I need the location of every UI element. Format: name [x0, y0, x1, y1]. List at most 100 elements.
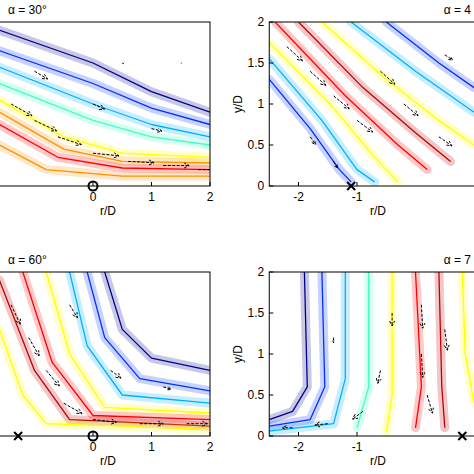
contour-line	[386, 272, 392, 432]
vector-arrow	[180, 62, 182, 63]
vector-arrow	[439, 137, 452, 146]
contour-band	[0, 329, 210, 429]
y-tick	[269, 395, 273, 396]
vector-arrow	[111, 370, 121, 378]
frame	[0, 272, 210, 436]
vector-arrow	[333, 338, 335, 343]
y-tick-label: 0	[258, 179, 265, 193]
contour-line	[0, 145, 210, 176]
y-tick	[269, 145, 273, 146]
frame	[269, 272, 474, 436]
plot-area	[0, 272, 210, 429]
x-tick-label: 1	[148, 440, 155, 454]
contour-line	[462, 272, 474, 403]
x-tick	[210, 182, 211, 186]
y-axis-label: y/D	[231, 345, 245, 363]
contour-line	[269, 272, 325, 426]
contour-band	[269, 272, 345, 431]
panel-title: α = 30°	[8, 3, 47, 17]
contour-band	[439, 272, 445, 428]
vector-arrow	[334, 161, 338, 168]
contour-band	[0, 145, 210, 176]
vector-arrow	[310, 137, 315, 145]
contour-line	[269, 272, 307, 420]
vector-arrow	[46, 370, 59, 386]
x-tick-label: -1	[352, 440, 363, 454]
x-tick	[298, 432, 299, 436]
vector-arrow	[122, 63, 123, 65]
contour-band	[357, 272, 369, 428]
x-tick	[151, 432, 152, 436]
contour-band	[269, 272, 307, 420]
vector-arrow	[353, 411, 363, 419]
vector-arrow	[70, 305, 78, 318]
y-tick-label: 0.5	[248, 388, 265, 402]
contour-line	[351, 22, 474, 112]
y-axis-label: y/D	[231, 95, 245, 113]
vector-arrow	[420, 305, 425, 328]
y-tick	[269, 186, 273, 187]
contour-line	[0, 329, 210, 429]
y-tick-label: 2	[258, 265, 265, 279]
frame	[269, 22, 474, 186]
vector-arrow	[163, 387, 171, 390]
x-tick-label: 1	[148, 190, 155, 204]
vector-arrow	[152, 128, 162, 132]
vector-arrow	[93, 104, 105, 110]
vector-arrow	[29, 338, 39, 356]
contour-line	[322, 22, 474, 145]
x-axis-label: r/D	[370, 204, 386, 218]
contour-band	[386, 272, 392, 432]
vector-arrow	[93, 419, 116, 424]
frame	[0, 22, 210, 186]
y-tick-label: 1	[258, 347, 265, 361]
y-tick	[269, 104, 273, 105]
vector-arrow	[35, 71, 48, 79]
vector-arrow	[58, 137, 81, 146]
contour-band	[416, 272, 422, 428]
plot-area	[269, 22, 474, 182]
x-tick-label: -1	[352, 190, 363, 204]
vector-arrow	[390, 313, 395, 326]
vector-arrow	[11, 305, 20, 325]
vector-arrow	[198, 167, 210, 172]
contour-line	[357, 272, 369, 428]
panel-title: α = 7	[444, 253, 472, 267]
vector-arrow	[163, 163, 189, 168]
y-tick-label: 1	[258, 97, 265, 111]
contour-line	[386, 22, 474, 88]
vector-arrow	[140, 421, 163, 426]
y-tick-label: 1.5	[248, 306, 265, 320]
vector-arrow	[93, 153, 119, 158]
y-tick	[269, 436, 273, 437]
vector-arrow	[334, 96, 350, 109]
y-tick-label: 0.5	[248, 138, 265, 152]
y-tick-label: 1.5	[248, 56, 265, 70]
vector-arrow	[64, 403, 82, 413]
vector-arrow	[128, 160, 154, 165]
x-tick	[93, 182, 94, 186]
y-tick-label: 2	[258, 15, 265, 29]
y-tick-label: 0	[258, 429, 265, 443]
x-tick-label: 0	[90, 190, 97, 204]
contour-band	[351, 22, 474, 112]
x-tick	[210, 432, 211, 436]
contour-band	[386, 22, 474, 88]
y-tick	[269, 22, 273, 23]
x-tick	[357, 432, 358, 436]
plot-area	[0, 30, 210, 176]
y-tick	[269, 63, 273, 64]
plot-area	[269, 272, 474, 432]
vector-arrow	[282, 426, 292, 430]
contour-line	[416, 272, 422, 428]
vector-arrow	[357, 120, 373, 132]
panel-title: α = 60°	[8, 253, 47, 267]
x-axis-label: r/D	[100, 204, 116, 218]
x-tick	[298, 182, 299, 186]
contour-line	[439, 272, 445, 428]
y-tick	[269, 272, 273, 273]
vector-arrow	[404, 104, 418, 116]
vector-arrow	[35, 120, 57, 130]
vector-arrow	[11, 104, 32, 116]
vector-arrow	[315, 422, 328, 427]
